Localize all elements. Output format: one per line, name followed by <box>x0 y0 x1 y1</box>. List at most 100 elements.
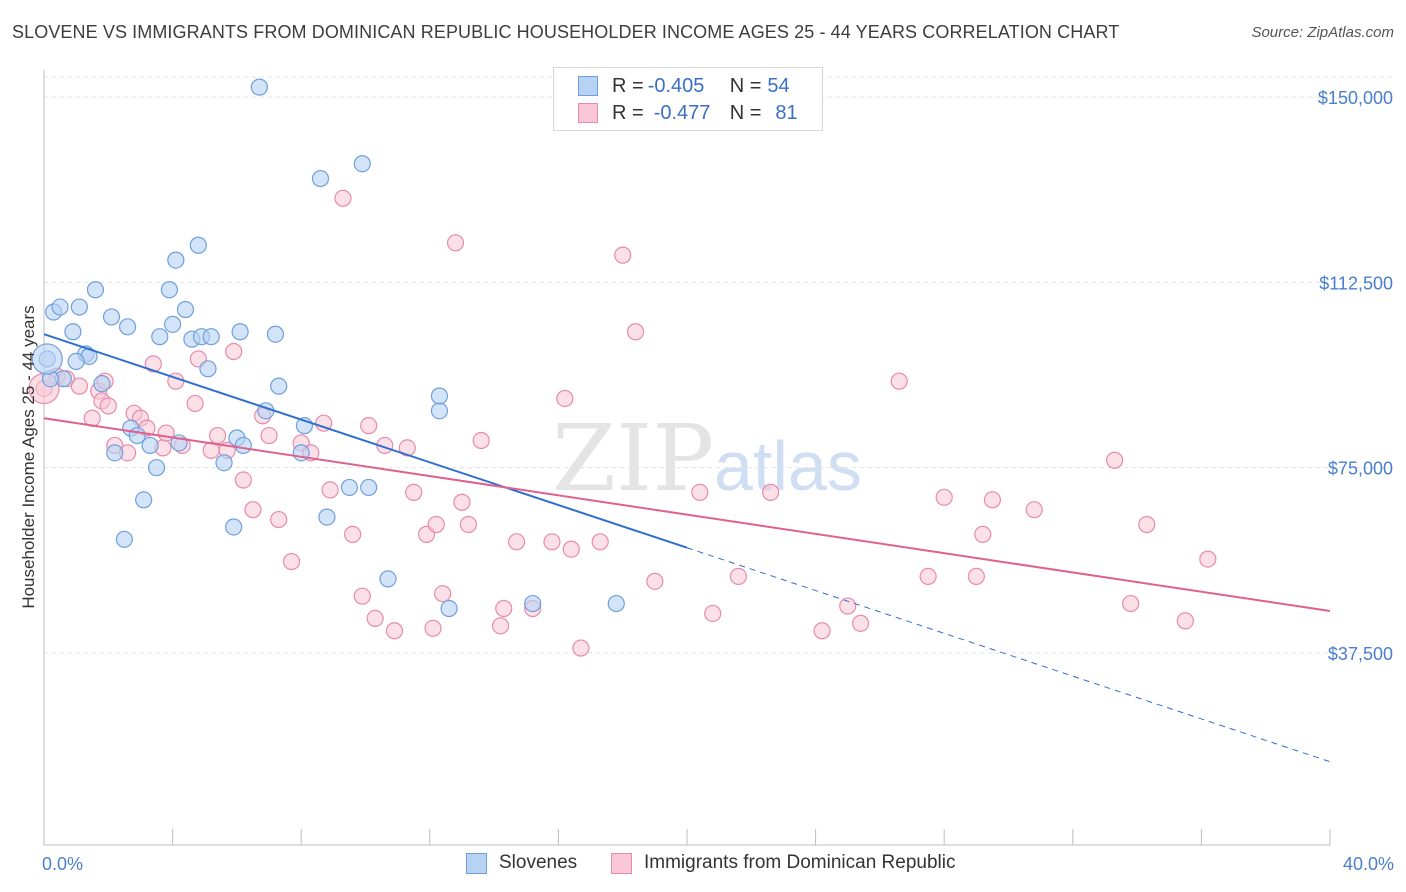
bottom-legend-label-slovenes: Slovenes <box>499 852 578 873</box>
scatter-point-dominican <box>99 397 117 415</box>
scatter-point-dominican <box>282 552 301 571</box>
scatter-point-dominican <box>315 414 333 432</box>
scatter-point-slovene <box>607 594 625 613</box>
scatter-point-dominican <box>591 533 609 551</box>
legend-swatch-slovenes <box>578 76 598 96</box>
scatter-point-dominican <box>935 488 953 506</box>
scatter-point-dominican <box>572 639 590 657</box>
scatter-point-slovene <box>189 236 207 254</box>
scatter-point-slovene <box>147 459 166 477</box>
scatter-point-dominican <box>562 540 580 558</box>
scatter-point-dominican <box>434 585 452 603</box>
scatter-point-dominican <box>353 587 371 605</box>
scatter-point-slovene <box>167 251 185 269</box>
scatter-point-slovene <box>151 328 169 346</box>
scatter-point-slovene <box>135 491 153 509</box>
legend-row-dominican: R = -0.477 N = 81 <box>578 101 798 125</box>
y-axis-label: Householder Income Ages 25 - 44 years <box>19 305 38 608</box>
scatter-point-slovene <box>318 508 336 526</box>
watermark-zip: ZIP <box>552 405 714 512</box>
scatter-point-slovene <box>270 377 288 395</box>
scatter-point-dominican <box>556 389 574 408</box>
scatter-point-slovene <box>64 323 82 341</box>
scatter-point-dominican <box>244 501 262 519</box>
scatter-point-dominican <box>344 525 362 543</box>
scatter-point-slovene <box>234 436 252 455</box>
scatter-point-dominican <box>646 572 664 590</box>
scatter-point-dominican <box>321 481 339 499</box>
legend-r-value: -0.477 <box>653 101 711 124</box>
scatter-point-slovene <box>225 518 243 536</box>
scatter-point-slovene <box>115 530 133 548</box>
scatter-point-dominican <box>543 533 561 551</box>
scatter-point-slovene <box>360 478 378 497</box>
y-tick-label: $150,000 <box>1318 88 1393 108</box>
legend-n-value: 81 <box>775 101 798 124</box>
scatter-point-dominican <box>334 189 352 207</box>
scatter-point-slovene <box>102 308 121 326</box>
scatter-point-dominican <box>974 525 992 543</box>
scatter-point-dominican <box>144 355 162 373</box>
scatter-point-slovene <box>353 155 371 173</box>
trend-lines <box>43 333 1331 763</box>
scatter-point-dominican <box>839 597 857 615</box>
bottom-legend-dominican: Immigrants from Dominican Republic <box>611 852 956 874</box>
scatter-point-slovene <box>51 298 69 316</box>
scatter-point-slovene-large <box>31 343 63 375</box>
series-immigrants-dominican-republic <box>28 189 1217 657</box>
trend-line-dominican <box>43 417 1331 612</box>
scatter-point-dominican <box>360 417 378 435</box>
scatter-point-slovene <box>215 454 233 472</box>
scatter-point-dominican <box>919 567 937 585</box>
y-tick-label: $112,500 <box>1319 273 1393 293</box>
scatter-point-slovene <box>106 444 124 462</box>
scatter-point-dominican <box>405 483 423 501</box>
scatter-point-dominican <box>366 609 384 628</box>
scatter-point-slovene <box>440 599 458 618</box>
scatter-point-dominican <box>729 567 748 585</box>
legend-n-label: N = <box>729 101 762 124</box>
y-tick-label: $75,000 <box>1328 459 1393 479</box>
scatter-point-slovene <box>202 328 220 346</box>
scatter-point-slovene <box>430 387 449 405</box>
scatter-point-slovene <box>86 281 105 299</box>
scatter-point-dominican <box>260 426 278 445</box>
scatter-point-slovene <box>231 323 249 341</box>
legend-r-value: -0.405 <box>647 74 705 97</box>
trend-line-slovenes-extrapolated <box>686 547 1331 763</box>
scatter-point-dominican <box>472 431 490 450</box>
scatter-point-dominican <box>813 622 831 640</box>
scatter-point-slovene <box>199 360 217 378</box>
scatter-point-dominican <box>983 491 1002 509</box>
scatter-point-slovene <box>524 594 542 613</box>
scatter-point-dominican <box>1122 594 1140 613</box>
scatter-point-slovene <box>311 169 330 188</box>
scatter-point-dominican <box>70 377 88 395</box>
scatter-point-slovene <box>67 352 85 371</box>
bottom-legend-swatch-slovenes <box>466 852 487 874</box>
scatter-point-dominican <box>852 614 870 632</box>
scatter-point-dominican <box>424 619 442 637</box>
scatter-point-dominican <box>890 372 908 390</box>
scatter-point-dominican <box>626 323 645 341</box>
legend-swatch-dominican <box>578 103 598 123</box>
trend-line-slovenes <box>43 333 688 549</box>
scatter-point-dominican <box>1105 451 1124 469</box>
scatter-point-dominican <box>270 510 288 529</box>
scatter-point-dominican <box>1138 515 1156 534</box>
x-tick-label-min: 0.0% <box>42 854 83 874</box>
scatter-point-dominican <box>614 246 632 264</box>
scatter-point-dominican <box>967 567 985 585</box>
correlation-legend: R = -0.405 N = 54 R = -0.477 N = 81 <box>553 67 823 131</box>
scatter-point-dominican <box>691 483 709 501</box>
scatter-point-slovene <box>430 402 449 420</box>
scatter-point-dominican <box>1176 612 1194 630</box>
scatter-point-slovene <box>340 478 359 497</box>
legend-n-label: N = <box>729 74 762 97</box>
scatter-point-dominican <box>1199 550 1217 568</box>
scatter-point-dominican <box>446 234 465 252</box>
chart-title: SLOVENE VS IMMIGRANTS FROM DOMINICAN REP… <box>12 22 1120 42</box>
scatter-point-dominican <box>225 342 243 361</box>
watermark-atlas: atlas <box>714 427 862 505</box>
legend-r-label: R = <box>612 74 644 97</box>
